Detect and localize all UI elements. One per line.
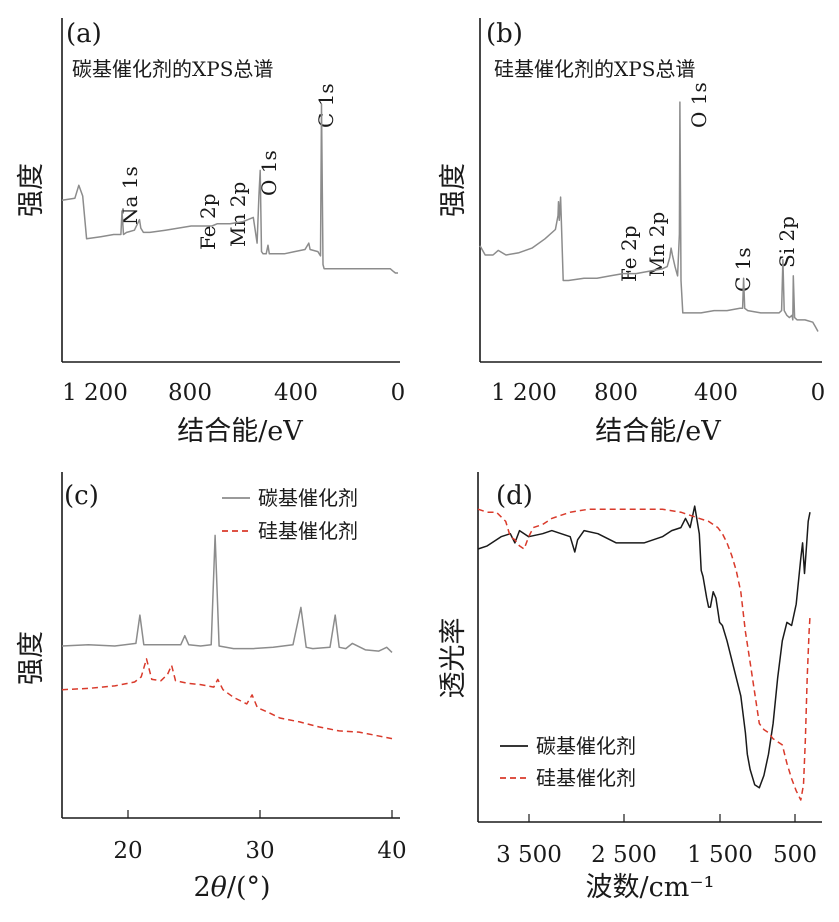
panel-b-y-axis-title: 强度 xyxy=(438,163,469,217)
panel-c-y-axis-title: 强度 xyxy=(16,631,47,685)
panel-a-x-tick-label: 1 200 xyxy=(62,380,128,406)
panel-b-x-tick-label: 0 xyxy=(811,380,826,406)
legend-label-silicon: 硅基催化剂 xyxy=(536,766,636,790)
panel-d: (d) 透光率 波数/cm⁻¹ 3 500 2 500 1 500 500 碳基… xyxy=(438,472,822,903)
panel-b-title: 硅基催化剂的XPS总谱 xyxy=(494,57,695,81)
panel-d-label: (d) xyxy=(496,481,533,511)
peak-label-mn-2p: Mn 2p xyxy=(645,212,669,277)
panel-c-x-ticks: 20 30 40 xyxy=(113,838,406,864)
panel-b-x-tick-label: 800 xyxy=(594,380,638,406)
panel-a-label: (a) xyxy=(66,19,102,49)
panel-b-x-axis-title: 结合能/eV xyxy=(595,416,721,447)
panel-a-x-tick-label: 0 xyxy=(391,380,406,406)
peak-label-fe-2p: Fe 2p xyxy=(617,225,641,282)
panel-c-label: (c) xyxy=(64,481,99,511)
panel-d-y-axis-title: 透光率 xyxy=(438,618,469,699)
panel-d-x-axis-title: 波数/cm⁻¹ xyxy=(586,872,715,903)
panel-c-series-1-line xyxy=(61,534,393,653)
panel-a-y-axis-title: 强度 xyxy=(16,163,47,217)
panel-d-series-1-line xyxy=(477,505,811,789)
panel-c-series-2-line xyxy=(61,658,393,740)
legend-label-silicon: 硅基催化剂 xyxy=(258,519,358,543)
peak-label-o-1s: O 1s xyxy=(687,82,711,128)
panel-d-series-2-line xyxy=(477,508,811,801)
panel-b-x-tick-label: 1 200 xyxy=(491,380,557,406)
peak-label-mn-2p: Mn 2p xyxy=(226,182,250,247)
panel-a-x-tick-label: 800 xyxy=(168,380,212,406)
panel-d-legend: 碳基催化剂 硅基催化剂 xyxy=(500,734,636,790)
panel-c-x-tick-label: 40 xyxy=(377,838,406,864)
panel-a-title: 碳基催化剂的XPS总谱 xyxy=(72,57,273,81)
legend-label-carbon: 碳基催化剂 xyxy=(536,734,636,758)
panel-a: (a) 碳基催化剂的XPS总谱 强度 结合能/eV 1 200 800 400 … xyxy=(16,18,405,447)
panel-c-x-tick-label: 30 xyxy=(245,838,274,864)
panel-b-x-ticks: 1 200 800 400 0 xyxy=(491,380,825,406)
peak-label-fe-2p: Fe 2p xyxy=(196,193,220,250)
peak-label-c-1s: C 1s xyxy=(314,83,338,128)
panel-d-x-tick-label: 500 xyxy=(773,842,817,868)
panel-b-x-tick-label: 400 xyxy=(694,380,738,406)
panel-a-x-axis-title: 结合能/eV xyxy=(177,416,303,447)
legend-label-carbon: 碳基催化剂 xyxy=(258,486,358,510)
panel-d-x-ticks: 3 500 2 500 1 500 500 xyxy=(496,842,817,868)
panel-a-x-ticks: 1 200 800 400 0 xyxy=(62,380,405,406)
panel-b-label: (b) xyxy=(486,19,523,49)
peak-label-si-2p: Si 2p xyxy=(775,216,799,268)
panel-c-x-axis-title: 2θ/(°) xyxy=(193,872,270,903)
panel-b-series-1-line xyxy=(479,101,819,332)
panel-d-x-tick-label: 3 500 xyxy=(496,842,562,868)
panel-d-x-tick-label: 1 500 xyxy=(687,842,753,868)
panel-c: (c) 强度 2θ/(°) 20 30 40 碳基催化剂 硅基催化剂 xyxy=(16,472,407,903)
panel-a-x-tick-label: 400 xyxy=(274,380,318,406)
panel-c-legend: 碳基催化剂 硅基催化剂 xyxy=(222,486,358,543)
panel-c-x-tick-label: 20 xyxy=(113,838,142,864)
panel-a-series-1-line xyxy=(61,103,398,274)
panel-a-peak-labels: Na 1s Fe 2p Mn 2p O 1s C 1s xyxy=(118,83,338,250)
panel-b-peak-labels: Fe 2p Mn 2p O 1s C 1s Si 2p xyxy=(617,82,799,292)
panel-d-x-tick-label: 2 500 xyxy=(591,842,657,868)
panel-b: (b) 硅基催化剂的XPS总谱 强度 结合能/eV 1 200 800 400 … xyxy=(438,18,825,447)
